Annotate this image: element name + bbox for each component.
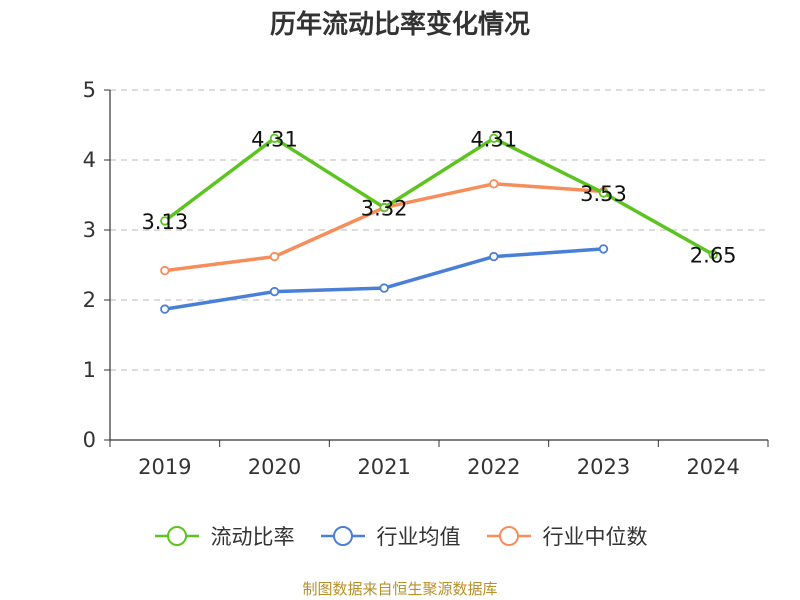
x-tick-label: 2020 xyxy=(248,455,301,479)
x-tick-label: 2024 xyxy=(686,455,739,479)
data-label: 4.31 xyxy=(251,127,298,151)
data-label: 3.53 xyxy=(580,182,627,206)
series-lines xyxy=(160,133,718,314)
data-point xyxy=(708,249,718,260)
x-tick-label: 2021 xyxy=(357,455,410,479)
data-label: 2.65 xyxy=(690,244,737,268)
legend-marker-icon xyxy=(320,526,365,546)
data-point xyxy=(269,133,280,143)
legend: 流动比率 行业均值 行业中位数 xyxy=(0,520,800,552)
data-label: 4.31 xyxy=(470,127,517,151)
data-point xyxy=(269,251,280,262)
series-line xyxy=(163,136,715,257)
legend-label: 行业均值 xyxy=(376,525,461,549)
data-point xyxy=(160,265,170,276)
data-point xyxy=(160,304,170,314)
data-point xyxy=(598,188,609,198)
data-labels: 3.13 4.31 3.32 4.31 3.53 2.65 xyxy=(141,127,736,267)
data-point xyxy=(489,133,499,143)
chart-title: 历年流动比率变化情况 xyxy=(269,10,530,40)
axes: 0 1 2 3 4 5 2019 2020 2021 2022 2023 2024 xyxy=(83,78,769,479)
legend-item[interactable]: 行业中位数 xyxy=(485,521,648,551)
y-tick-label: 0 xyxy=(83,428,96,452)
data-point xyxy=(489,251,499,262)
y-tick-label: 4 xyxy=(83,148,96,172)
x-tick-label: 2022 xyxy=(467,455,520,479)
data-point xyxy=(489,179,499,189)
x-tick-label: 2019 xyxy=(138,455,191,479)
x-tick-label: 2023 xyxy=(577,455,630,479)
legend-marker-icon xyxy=(486,526,531,546)
data-label: 3.13 xyxy=(141,210,188,234)
source-note: 制图数据来自恒生聚源数据库 xyxy=(302,580,498,598)
y-tick-label: 2 xyxy=(83,288,96,312)
y-tick-label: 5 xyxy=(83,78,96,102)
data-label: 3.32 xyxy=(361,197,408,221)
series-line xyxy=(164,247,604,311)
legend-label: 行业中位数 xyxy=(542,525,648,549)
y-tick-label: 3 xyxy=(83,218,96,242)
data-point xyxy=(269,286,280,297)
data-point xyxy=(160,216,170,226)
legend-label: 流动比率 xyxy=(210,525,295,549)
data-point xyxy=(379,202,389,213)
legend-item[interactable]: 行业均值 xyxy=(319,521,461,551)
data-point xyxy=(379,283,389,293)
legend-item[interactable]: 流动比率 xyxy=(153,521,295,551)
legend-marker-icon xyxy=(154,526,199,546)
data-point xyxy=(598,244,609,254)
y-tick-label: 1 xyxy=(83,358,96,382)
